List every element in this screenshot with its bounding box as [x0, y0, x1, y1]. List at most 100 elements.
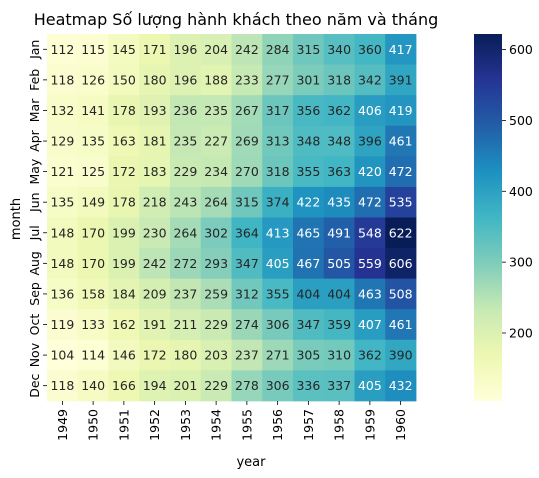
heatmap-cell: [231, 95, 263, 127]
heatmap-cell: [323, 186, 355, 218]
y-tick-labels: Jan Feb Mar Apr May Jun Jul Aug Sep Oct Nov Dec: [27, 40, 47, 398]
cell-value-label: 115: [81, 42, 105, 57]
x-tick-label: 1958: [332, 409, 347, 441]
cell-value-label: 204: [204, 42, 228, 57]
heatmap-cell: [385, 186, 417, 218]
cell-value-label: 461: [389, 317, 413, 332]
heatmap-cell: [170, 64, 202, 96]
cell-value-label: 196: [173, 42, 197, 57]
heatmap-cell: [170, 156, 202, 188]
cell-value-label: 227: [204, 134, 228, 149]
heatmap-cell: [293, 125, 325, 157]
heatmap-cell: [231, 278, 263, 310]
x-tick-label: 1952: [147, 409, 162, 441]
cell-value-label: 317: [266, 103, 290, 118]
cell-value-label: 362: [327, 103, 351, 118]
cell-value-label: 191: [143, 317, 167, 332]
heatmap-cell: [47, 248, 79, 280]
cell-value-label: 170: [81, 256, 105, 271]
cell-value-label: 318: [327, 72, 351, 87]
cell-value-label: 461: [389, 134, 413, 149]
cell-value-label: 180: [143, 72, 167, 87]
heatmap-cell: [47, 309, 79, 341]
cell-value-label: 348: [327, 134, 351, 149]
cell-value-label: 230: [143, 225, 167, 240]
cell-value-label: 267: [235, 103, 259, 118]
heatmap-cell: [262, 95, 294, 127]
heatmap-cell: [231, 309, 263, 341]
heatmap-cell: [385, 125, 417, 157]
cell-value-label: 355: [296, 164, 320, 179]
y-tick-label: Dec: [27, 373, 42, 397]
heatmap-cell: [200, 370, 232, 402]
cell-value-label: 211: [173, 317, 197, 332]
heatmap-cell: [293, 186, 325, 218]
heatmap-cell: [323, 278, 355, 310]
cell-value-label: 180: [173, 348, 197, 363]
heatmap-cell: [170, 278, 202, 310]
cell-value-label: 463: [358, 286, 382, 301]
x-tick-label: 1959: [362, 409, 377, 441]
cell-value-label: 301: [296, 72, 320, 87]
cell-value-label: 229: [204, 317, 228, 332]
heatmap-cell: [293, 339, 325, 371]
cell-value-label: 559: [358, 256, 382, 271]
cell-value-label: 405: [266, 256, 290, 271]
heatmap-cell: [385, 248, 417, 280]
heatmap-cell: [139, 156, 171, 188]
cell-value-label: 235: [204, 103, 228, 118]
cell-value-label: 404: [327, 286, 351, 301]
cell-value-label: 229: [173, 164, 197, 179]
heatmap-cell: [200, 278, 232, 310]
cell-value-label: 374: [266, 195, 290, 210]
cell-value-label: 209: [143, 286, 167, 301]
cell-value-label: 347: [235, 256, 259, 271]
heatmap-cell: [200, 34, 232, 65]
x-tick-labels: 1949 1950 1951 1952 1953 1954 1955 1956 1957 1958…: [55, 401, 408, 441]
cell-value-label: 132: [50, 103, 74, 118]
cell-value-label: 277: [266, 72, 290, 87]
y-tick-label: Jul: [27, 225, 42, 241]
cell-value-label: 315: [235, 195, 259, 210]
heatmap-cell: [200, 95, 232, 127]
cell-value-label: 163: [112, 134, 136, 149]
colorbar-tick-label: 300: [509, 255, 533, 270]
cell-value-label: 125: [81, 164, 105, 179]
heatmap-cell: [323, 309, 355, 341]
heatmap-cell: [47, 125, 79, 157]
heatmap-cell: [323, 95, 355, 127]
heatmap-cell: [170, 186, 202, 218]
heatmap-cell: [385, 34, 417, 65]
cell-value-label: 104: [50, 348, 74, 363]
cell-value-label: 362: [358, 348, 382, 363]
x-tick-label: 1950: [86, 409, 101, 441]
heatmap-cell: [385, 370, 417, 402]
y-tick-label: Sep: [27, 282, 42, 306]
cell-value-label: 364: [235, 225, 259, 240]
heatmap-cell: [200, 186, 232, 218]
heatmap-cell: [293, 156, 325, 188]
heatmap-cell: [385, 156, 417, 188]
heatmap-cell: [77, 156, 109, 188]
heatmap-cell: [262, 64, 294, 96]
heatmap-cell: [47, 370, 79, 402]
heatmap-cell: [354, 125, 386, 157]
heatmap-cell: [231, 34, 263, 65]
heatmap-cell: [108, 156, 140, 188]
cell-value-label: 417: [389, 42, 413, 57]
cell-value-label: 269: [235, 134, 259, 149]
cell-value-label: 148: [50, 225, 74, 240]
y-tick-label: Aug: [27, 251, 42, 275]
heatmap-cell: [139, 125, 171, 157]
cell-value-label: 150: [112, 72, 136, 87]
cell-value-label: 363: [327, 164, 351, 179]
heatmap-cell: [47, 339, 79, 371]
heatmap-cell: [293, 95, 325, 127]
cell-value-label: 396: [358, 134, 382, 149]
heatmap-cell: [262, 217, 294, 249]
heatmap-cell: [77, 34, 109, 65]
cell-value-label: 606: [389, 256, 413, 271]
heatmap-cell: [293, 370, 325, 402]
heatmap-cell: [108, 248, 140, 280]
heatmap-cell: [47, 95, 79, 127]
